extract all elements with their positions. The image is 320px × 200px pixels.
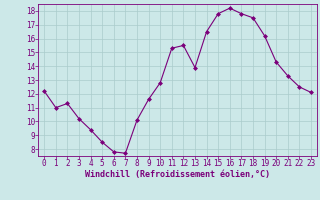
X-axis label: Windchill (Refroidissement éolien,°C): Windchill (Refroidissement éolien,°C)	[85, 170, 270, 179]
